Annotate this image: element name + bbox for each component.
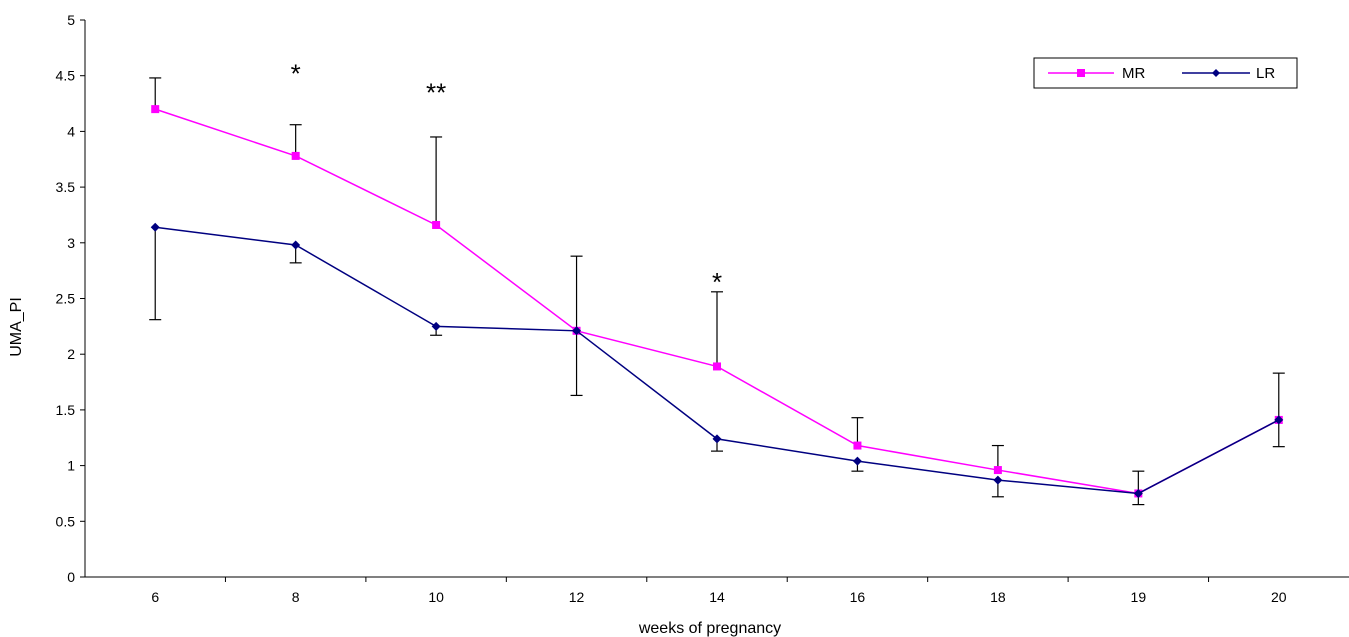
y-tick-label: 0.5 bbox=[56, 513, 76, 529]
x-tick-label: 6 bbox=[151, 589, 159, 605]
significance-marker: * bbox=[291, 59, 301, 89]
y-tick-label: 1.5 bbox=[56, 402, 76, 418]
data-point-mr bbox=[291, 151, 300, 160]
data-point-mr bbox=[432, 220, 441, 229]
y-tick-label: 0 bbox=[67, 569, 75, 585]
significance-marker: ** bbox=[426, 77, 446, 107]
y-tick-label: 4 bbox=[67, 123, 75, 139]
legend-label-mr: MR bbox=[1122, 65, 1145, 82]
x-tick-label: 20 bbox=[1271, 589, 1287, 605]
legend-label-lr: LR bbox=[1256, 65, 1275, 82]
series-layer bbox=[150, 105, 1284, 498]
y-tick-label: 2 bbox=[67, 346, 75, 362]
x-tick-label: 10 bbox=[428, 589, 444, 605]
x-tick-label: 12 bbox=[569, 589, 585, 605]
data-point-lr bbox=[1274, 415, 1284, 425]
y-tick-label: 3.5 bbox=[56, 179, 76, 195]
data-point-lr bbox=[1133, 488, 1143, 498]
x-tick-label: 18 bbox=[990, 589, 1006, 605]
x-tick-label: 14 bbox=[709, 589, 725, 605]
y-axis-title: UMA_PI bbox=[8, 297, 25, 357]
y-tick-label: 3 bbox=[67, 235, 75, 251]
legend: MR LR bbox=[1033, 57, 1298, 89]
data-point-lr bbox=[431, 321, 441, 331]
data-point-lr bbox=[291, 240, 301, 250]
significance-marker: * bbox=[712, 267, 722, 297]
x-tick-label: 19 bbox=[1131, 589, 1147, 605]
data-point-lr bbox=[993, 475, 1003, 485]
annotations: **** bbox=[291, 59, 722, 297]
data-point-lr bbox=[572, 326, 582, 336]
axes: 0 0.5 1 1.5 2 2.5 3 3.5 4 4.5 5 6 8 10 12 14 16 18 19 20 bbox=[56, 12, 1349, 605]
y-tick-label: 5 bbox=[67, 12, 75, 28]
data-point-mr bbox=[713, 362, 721, 371]
x-tick-label: 16 bbox=[850, 589, 866, 605]
x-axis-title: weeks of pregnancy bbox=[638, 620, 781, 637]
data-point-lr bbox=[712, 434, 722, 444]
y-tick-label: 2.5 bbox=[56, 291, 76, 307]
data-point-mr bbox=[151, 105, 160, 114]
legend-marker-mr bbox=[1077, 69, 1085, 77]
legend-marker-lr bbox=[1212, 69, 1220, 77]
data-point-lr bbox=[150, 222, 160, 232]
y-tick-label: 1 bbox=[67, 458, 75, 474]
y-tick-label: 4.5 bbox=[56, 68, 76, 84]
data-point-mr bbox=[993, 466, 1002, 475]
x-tick-label: 8 bbox=[292, 589, 300, 605]
error-bars bbox=[149, 77, 1285, 506]
data-point-lr bbox=[852, 456, 862, 466]
data-point-mr bbox=[853, 441, 862, 450]
